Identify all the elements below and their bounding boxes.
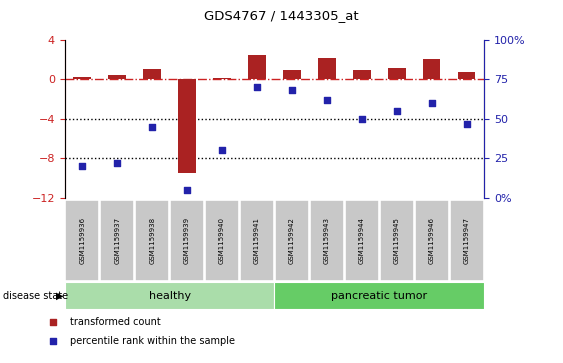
Text: pancreatic tumor: pancreatic tumor: [331, 291, 427, 301]
Text: GSM1159947: GSM1159947: [464, 217, 470, 264]
Text: GSM1159941: GSM1159941: [254, 217, 260, 264]
Bar: [353, 70, 370, 79]
Bar: [135, 200, 169, 281]
Bar: [248, 55, 266, 79]
Bar: [205, 200, 239, 281]
Bar: [310, 200, 344, 281]
Bar: [100, 200, 135, 281]
Bar: [458, 73, 475, 79]
Bar: [450, 200, 484, 281]
Text: GSM1159942: GSM1159942: [289, 217, 295, 264]
Point: [358, 116, 367, 122]
Point: [113, 160, 122, 166]
Bar: [144, 69, 161, 79]
Text: GSM1159944: GSM1159944: [359, 217, 365, 264]
Bar: [178, 79, 196, 173]
Bar: [74, 77, 91, 79]
Text: GSM1159936: GSM1159936: [79, 217, 85, 264]
Text: GSM1159937: GSM1159937: [114, 217, 120, 264]
Point: [427, 100, 436, 106]
Text: GSM1159945: GSM1159945: [394, 217, 400, 264]
Text: percentile rank within the sample: percentile rank within the sample: [70, 336, 235, 346]
Text: GSM1159938: GSM1159938: [149, 217, 155, 264]
Text: GSM1159943: GSM1159943: [324, 217, 330, 264]
Bar: [275, 282, 484, 309]
Bar: [213, 78, 231, 79]
Bar: [283, 70, 301, 79]
Point: [78, 163, 87, 169]
Point: [462, 121, 471, 127]
Text: ▶: ▶: [56, 291, 64, 301]
Point: [258, 237, 268, 243]
Bar: [318, 58, 336, 79]
Point: [148, 124, 157, 130]
Bar: [414, 200, 449, 281]
Bar: [423, 59, 440, 79]
Point: [258, 67, 268, 73]
Point: [252, 85, 261, 90]
Text: transformed count: transformed count: [70, 317, 161, 327]
Bar: [388, 68, 405, 79]
Text: disease state: disease state: [3, 291, 68, 301]
Text: GSM1159939: GSM1159939: [184, 217, 190, 264]
Point: [392, 108, 401, 114]
Point: [182, 187, 191, 193]
Bar: [240, 200, 274, 281]
Bar: [65, 282, 275, 309]
Text: healthy: healthy: [149, 291, 191, 301]
Bar: [170, 200, 204, 281]
Point: [217, 147, 226, 153]
Bar: [345, 200, 379, 281]
Point: [323, 97, 332, 103]
Text: GSM1159940: GSM1159940: [219, 217, 225, 264]
Text: GSM1159946: GSM1159946: [429, 217, 435, 264]
Bar: [109, 76, 126, 79]
Bar: [275, 200, 309, 281]
Text: GDS4767 / 1443305_at: GDS4767 / 1443305_at: [204, 9, 359, 22]
Bar: [65, 200, 99, 281]
Point: [288, 87, 297, 93]
Bar: [379, 200, 414, 281]
